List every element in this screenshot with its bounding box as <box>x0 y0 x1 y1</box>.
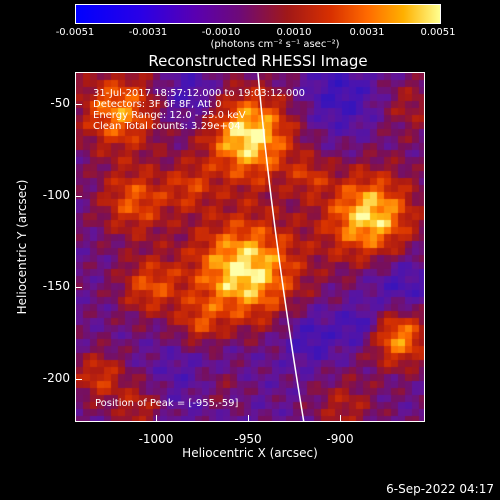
y-tick-mark <box>76 287 82 288</box>
colorbar <box>75 4 441 24</box>
x-axis-label: Heliocentric X (arcsec) <box>182 446 318 460</box>
image-title: Reconstructed RHESSI Image <box>148 52 368 70</box>
limb-line <box>257 73 305 421</box>
colorbar-tick: -0.0031 <box>128 27 168 38</box>
y-tick-label: -200 <box>42 371 70 385</box>
image-frame <box>75 72 425 422</box>
x-tick-mark <box>340 415 341 421</box>
colorbar-tick: 0.0051 <box>420 27 456 38</box>
peak-position: Position of Peak = [-955,-59] <box>95 398 239 409</box>
x-tick-label: -900 <box>326 432 354 446</box>
x-tick-label: -1000 <box>138 432 174 446</box>
y-tick-label: -100 <box>42 188 70 202</box>
colorbar-tick: 0.0010 <box>276 27 312 38</box>
info-energy-range: Energy Range: 12.0 - 25.0 keV <box>93 110 246 121</box>
y-tick-mark <box>76 104 82 105</box>
colorbar-tick: -0.0051 <box>55 27 95 38</box>
info-detectors: Detectors: 3F 6F 8F, Att 0 <box>93 99 222 110</box>
colorbar-tick: 0.0031 <box>349 27 385 38</box>
x-tick-label: -950 <box>234 432 262 446</box>
solar-limb <box>257 73 305 421</box>
y-tick-label: -50 <box>50 96 70 110</box>
y-tick-label: -150 <box>42 279 70 293</box>
colorbar-units: (photons cm⁻² s⁻¹ asec⁻²) <box>210 39 340 50</box>
intensity-map <box>76 73 424 421</box>
colorbar-tick: -0.0010 <box>201 27 241 38</box>
info-total-counts: Clean Total counts: 3.29e+04 <box>93 121 241 132</box>
info-time-range: 31-Jul-2017 18:57:12.000 to 19:03:12.000 <box>93 88 305 99</box>
timestamp: 6-Sep-2022 04:17 <box>386 482 494 496</box>
y-tick-mark <box>76 379 82 380</box>
x-tick-mark <box>248 415 249 421</box>
x-tick-mark <box>156 415 157 421</box>
y-tick-mark <box>76 196 82 197</box>
y-axis-label: Heliocentric Y (arcsec) <box>15 179 29 315</box>
